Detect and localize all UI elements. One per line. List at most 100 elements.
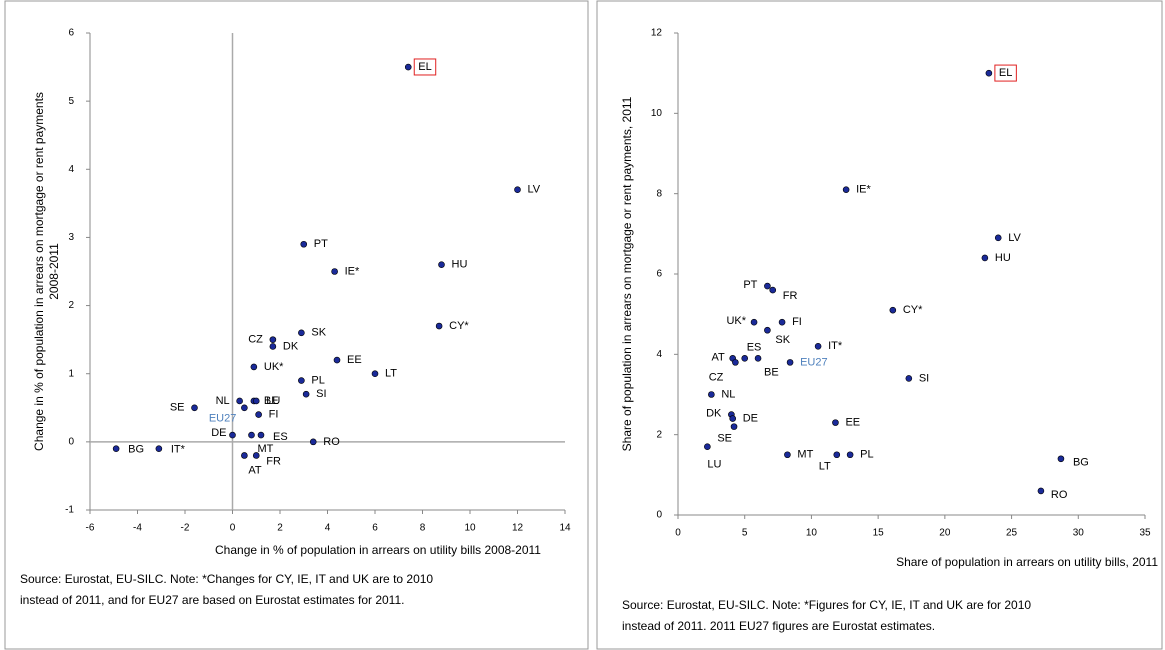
x-tick-label: 0 (230, 523, 236, 534)
point-label: FR (783, 290, 798, 302)
point (302, 390, 310, 398)
x-tick-label: 5 (742, 528, 748, 539)
point (750, 318, 758, 326)
y-tick-label: 3 (68, 232, 74, 243)
point-label: SI (919, 372, 929, 384)
point-label: CY* (903, 304, 923, 316)
point-label: HU (995, 252, 1011, 264)
source-note: instead of 2011, and for EU27 are based … (20, 593, 404, 607)
point-label: NL (216, 395, 230, 407)
point (371, 370, 379, 378)
x-tick-label: 14 (559, 523, 571, 534)
point (241, 404, 248, 412)
point-label: MT (797, 449, 813, 461)
point-label: RO (323, 436, 340, 448)
point (333, 356, 341, 364)
point-label: AT (711, 351, 725, 363)
point-label: FI (792, 316, 802, 328)
point-label: DE (211, 427, 226, 439)
point (833, 451, 841, 459)
x-tick-label: 30 (1073, 528, 1085, 539)
point-label: PL (860, 449, 873, 461)
point-label: EU27 (800, 356, 828, 368)
x-tick-label: -6 (86, 523, 95, 534)
point-label: EL (999, 67, 1012, 79)
y-tick-label: 8 (656, 188, 662, 199)
point (514, 186, 521, 194)
x-tick-label: 4 (325, 523, 331, 534)
point (250, 363, 258, 371)
y-tick-label: 6 (656, 269, 662, 280)
panel-frame (4, 0, 589, 650)
point-label: PL (311, 374, 324, 386)
point (298, 377, 305, 384)
point (730, 423, 738, 430)
x-tick-label: 0 (675, 528, 681, 539)
y-tick-label: 0 (68, 436, 74, 447)
point-label: CZ (248, 334, 263, 346)
y-tick-label: 6 (68, 28, 74, 39)
y-tick-label: 12 (651, 28, 663, 39)
point (1057, 455, 1065, 463)
point-label: PT (743, 279, 757, 291)
y-axis-label: Change in % of population in arrears on … (32, 92, 46, 451)
x-tick-label: 15 (873, 528, 885, 539)
x-tick-label: 8 (420, 523, 426, 534)
point-label: IT* (171, 444, 186, 456)
x-tick-label: 12 (512, 523, 524, 534)
point (257, 431, 265, 439)
x-axis-label: Change in % of population in arrears on … (215, 543, 541, 557)
point-label: HU (452, 259, 468, 271)
point (814, 342, 822, 350)
point-label: EE (845, 417, 860, 429)
point (404, 63, 412, 71)
point (784, 451, 791, 459)
point (764, 326, 771, 334)
point-label: UK* (264, 361, 284, 373)
y-tick-label: 1 (68, 368, 74, 379)
x-tick-label: -4 (133, 523, 142, 534)
y-tick-label: 4 (68, 164, 74, 175)
point-label: CY* (449, 320, 469, 332)
point-label: LU (266, 395, 280, 407)
point (298, 329, 305, 337)
point (846, 451, 854, 459)
point-label: RO (1051, 489, 1068, 501)
point-label: FR (266, 455, 281, 467)
point-label: EU27 (209, 413, 237, 425)
point-label: SK (311, 327, 326, 339)
point-label: BE (264, 395, 279, 407)
point-label: ES (747, 341, 762, 353)
point-label: NL (721, 388, 735, 400)
point (732, 359, 739, 366)
point (764, 282, 771, 290)
point (985, 69, 993, 77)
source-note: Source: Eurostat, EU-SILC. Note: *Figure… (622, 598, 1031, 612)
point-label: EE (347, 354, 362, 366)
label-box (994, 64, 1017, 82)
point (309, 438, 317, 446)
point (248, 431, 255, 439)
y-tick-label: 0 (656, 510, 662, 521)
point (236, 397, 243, 405)
point (269, 343, 277, 350)
x-tick-label: 25 (1006, 528, 1018, 539)
point (252, 452, 260, 459)
point-label: DE (743, 413, 758, 425)
point (438, 261, 445, 268)
point-label: LV (528, 184, 541, 196)
point-label: IT* (828, 340, 843, 352)
y-tick-label: 2 (656, 429, 662, 440)
point-label: EL (418, 61, 431, 73)
point (981, 254, 989, 262)
point (269, 336, 277, 343)
point-label: SI (316, 388, 326, 400)
point-label: MT (258, 443, 274, 455)
point (741, 355, 749, 362)
point (729, 415, 737, 422)
point-label: CZ (709, 371, 724, 383)
point-label: PT (314, 238, 328, 250)
point (255, 411, 262, 418)
point (905, 375, 913, 382)
